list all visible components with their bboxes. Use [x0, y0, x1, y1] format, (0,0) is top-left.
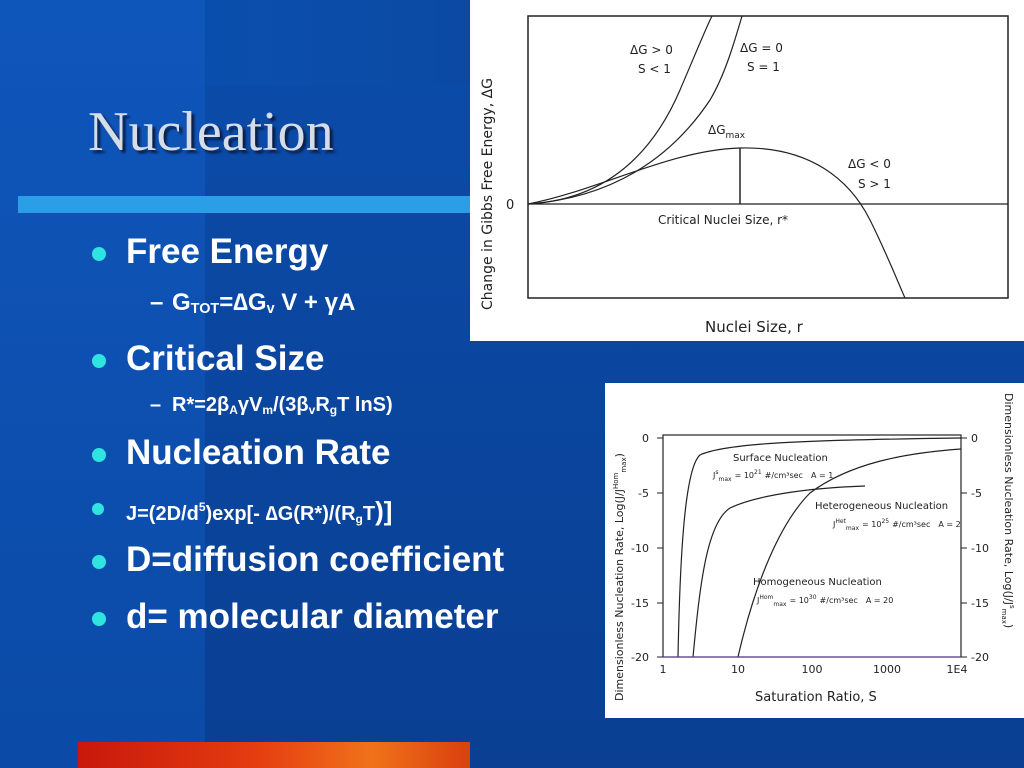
formula-symbol: γ	[237, 394, 250, 416]
annotation-text: JHetmax = 1025 #/cm³sec A = 2	[832, 518, 961, 532]
nucleation-y-axis-label-right: Dimensionless Nucleation Rate, Log(J/Jsm…	[1000, 393, 1016, 628]
title-underline-bar	[18, 196, 470, 213]
formula-symbol: β	[217, 394, 230, 416]
y-tick-label-right: -15	[971, 597, 989, 610]
formula-text: R*=2	[172, 394, 218, 416]
y-ticks	[657, 437, 967, 658]
formula-text: G	[247, 289, 267, 316]
annotation-text: JHommax = 1030 #/cm³sec A = 20	[756, 594, 893, 608]
formula-text: G(R*)/(R	[277, 503, 356, 525]
annotation-text: Surface Nucleation	[733, 453, 828, 464]
y-tick-label: -5	[638, 487, 649, 500]
bullet-dot	[92, 354, 106, 368]
x-tick-label: 100	[802, 663, 823, 676]
nucleation-y-axis-label-left: Dimensionless Nucleation Rate, Log(J/JHo…	[612, 453, 628, 701]
annotation-text: Heterogeneous Nucleation	[815, 501, 948, 512]
formula-subscript: m	[262, 403, 274, 417]
bullet-free-energy: Free Energy	[126, 232, 329, 271]
surface-nucleation-curve	[677, 437, 962, 658]
y-tick-label: -10	[631, 542, 649, 555]
bullet-nucleation-rate: Nucleation Rate	[126, 433, 391, 472]
gtot-formula: GTOT=∆Gv V + γA	[172, 289, 355, 317]
bullet-diameter: d= molecular diameter	[126, 597, 499, 636]
y-tick-label: 0	[642, 432, 649, 445]
formula-subscript: TOT	[190, 301, 220, 317]
y-tick-label: -15	[631, 597, 649, 610]
formula-superscript: 5	[198, 500, 206, 514]
bullet-critical-size: Critical Size	[126, 339, 325, 378]
x-tick-label: 10	[731, 663, 745, 676]
formula-text: G	[172, 289, 191, 316]
formula-text: R	[315, 394, 330, 416]
x-tick-label: 1E4	[947, 663, 968, 676]
formula-text: V	[249, 394, 263, 416]
rstar-formula: R*=2βAγVm/(3βvRgT lnS)	[172, 394, 393, 417]
annotation-text: ΔGmax	[708, 123, 746, 141]
saturation-x-axis-label: Saturation Ratio, S	[755, 690, 877, 705]
formula-text: V +	[274, 289, 325, 316]
y-tick-label-right: -10	[971, 542, 989, 555]
formula-subscript: v	[266, 301, 275, 317]
y-tick-label-right: -5	[971, 487, 982, 500]
zero-tick-label: 0	[506, 198, 514, 213]
formula-symbol: γ	[324, 289, 338, 316]
formula-text: A	[337, 289, 356, 316]
x-tick-label: 1	[660, 663, 667, 676]
bullet-diffusion: D=diffusion coefficient	[126, 540, 505, 579]
critical-size-label: Critical Nuclei Size, r*	[658, 213, 788, 227]
formula-symbol: β	[296, 394, 309, 416]
annotation-text: Homogeneous Nucleation	[753, 577, 882, 588]
slide-title: Nucleation	[88, 101, 334, 163]
curve-negative	[527, 147, 906, 299]
bullet-dot	[92, 555, 106, 569]
x-tick-label: 1000	[873, 663, 901, 676]
sub-bullet-dash: –	[150, 394, 162, 416]
plot-frame	[662, 434, 962, 658]
plot-frame	[527, 15, 1009, 299]
formula-text: T lnS)	[337, 394, 393, 416]
heterogeneous-nucleation-curve	[692, 485, 866, 658]
bullet-dot	[92, 612, 106, 626]
homogeneous-nucleation-curve	[737, 448, 962, 658]
nucleation-rate-plot: 0 -5 -10 -15 -20 0 -5 -10 -15 -20 1 10 1…	[612, 393, 1016, 705]
background-left-band	[0, 0, 205, 768]
formula-text: T	[362, 503, 376, 525]
formula-subscript: g	[355, 512, 363, 526]
annotation-text: ΔG = 0	[740, 41, 783, 55]
y-tick-label-right: 0	[971, 432, 978, 445]
formula-subscript: v	[308, 403, 316, 417]
formula-text: J=(2D/d	[126, 503, 199, 525]
gibbs-y-axis-label: Change in Gibbs Free Energy, ΔG	[480, 78, 496, 310]
annotation-text: S > 1	[858, 177, 891, 191]
sub-bullet-dash: –	[150, 289, 164, 316]
j-formula: J=(2D/d5)exp[- ∆G(R*)/(RgT)]	[126, 496, 392, 527]
bullet-dot	[92, 247, 106, 261]
bottom-accent-bar	[78, 742, 470, 768]
y-tick-label-right: -20	[971, 651, 989, 664]
y-tick-label: -20	[631, 651, 649, 664]
gibbs-energy-figure: 0 Change in Gibbs Free Energy, ΔG Nuclei…	[470, 0, 1024, 341]
annotation-text: ΔG < 0	[848, 157, 891, 171]
formula-symbol: ∆	[233, 289, 248, 316]
formula-text: /(3	[273, 394, 297, 416]
curve-positive	[527, 15, 713, 205]
nucleation-rate-figure: 0 -5 -10 -15 -20 0 -5 -10 -15 -20 1 10 1…	[605, 383, 1024, 718]
gibbs-x-axis-label: Nuclei Size, r	[705, 318, 804, 336]
annotation-text: Jsmax = 1021 #/cm³sec A = 1	[712, 469, 833, 483]
formula-text: )]	[375, 496, 393, 526]
curve-zero	[527, 15, 743, 205]
gibbs-energy-plot: 0 Change in Gibbs Free Energy, ΔG Nuclei…	[480, 15, 1009, 336]
annotation-text: S = 1	[747, 60, 780, 74]
bullet-dot	[92, 503, 104, 515]
formula-subscript: g	[329, 403, 338, 417]
annotation-text: ΔG > 0	[630, 43, 673, 57]
formula-text: =	[219, 289, 234, 316]
bullet-dot	[92, 448, 106, 462]
annotation-text: S < 1	[638, 62, 671, 76]
formula-text: )exp[-	[205, 503, 266, 525]
formula-subscript: A	[229, 403, 238, 417]
formula-symbol: ∆	[265, 503, 278, 525]
